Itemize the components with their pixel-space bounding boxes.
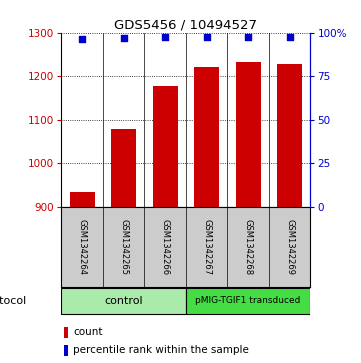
Bar (186, 288, 310, 314)
Bar (61, 288, 186, 314)
Text: GSM1342267: GSM1342267 (202, 219, 211, 275)
FancyArrow shape (42, 294, 54, 309)
Point (162, 34, 168, 40)
Title: GDS5456 / 10494527: GDS5456 / 10494527 (114, 19, 257, 32)
Text: GSM1342265: GSM1342265 (119, 219, 128, 275)
Bar (236, 62, 261, 207)
Text: count: count (73, 327, 103, 337)
Bar (111, 129, 136, 207)
Point (204, 34, 209, 40)
Bar (70, 192, 95, 207)
Bar (153, 86, 178, 207)
Bar (64, 345, 68, 356)
Text: GSM1342264: GSM1342264 (78, 219, 87, 275)
Point (287, 34, 292, 40)
Text: GSM1342269: GSM1342269 (285, 219, 294, 275)
Text: GSM1342266: GSM1342266 (161, 219, 170, 275)
Bar (277, 65, 302, 207)
Bar (64, 327, 68, 338)
Point (121, 34, 126, 40)
Text: protocol: protocol (0, 296, 26, 306)
Point (79, 36, 85, 42)
Point (245, 34, 251, 40)
Text: percentile rank within the sample: percentile rank within the sample (73, 345, 249, 355)
Text: GSM1342268: GSM1342268 (244, 219, 253, 275)
Text: control: control (104, 296, 143, 306)
Text: pMIG-TGIF1 transduced: pMIG-TGIF1 transduced (196, 296, 301, 305)
Bar (194, 67, 219, 207)
